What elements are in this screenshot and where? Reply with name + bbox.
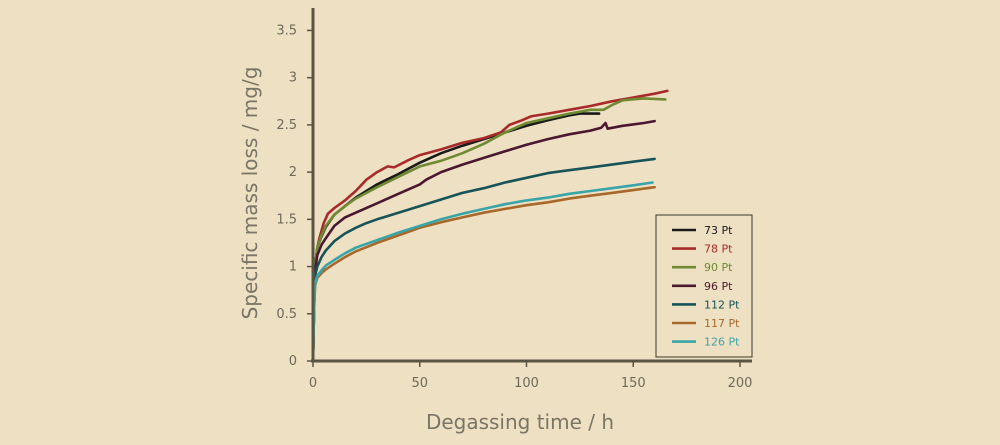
x-tick-label: 50 [411,376,428,391]
series-lines [311,89,669,363]
y-tick-label: 2 [289,165,297,180]
series-line-73-pt [311,112,601,363]
legend-label-117-pt: 117 Pt [704,317,740,330]
x-tick-label: 100 [514,376,539,391]
legend-label-78-pt: 78 Pt [704,243,733,256]
y-axis-title: Specific mass loss / mg/g [238,67,262,320]
series-line-117-pt [311,185,656,363]
legend-box [655,214,753,358]
y-tick-label: 0 [289,354,297,369]
series-line-90-pt [311,97,667,363]
series-line-126-pt [311,181,654,363]
x-tick-label: 200 [728,376,753,391]
y-tick-label: 3.5 [276,23,297,38]
series-line-78-pt [311,89,669,363]
x-tick-label: 150 [621,376,646,391]
y-tick-label: 1 [289,260,297,275]
legend-label-126-pt: 126 Pt [704,336,740,349]
x-axis-title: Degassing time / h [426,410,614,434]
series-line-96-pt [311,119,656,363]
legend: 73 Pt 78 Pt 90 Pt 96 Pt 112 Pt 117 Pt 126 Pt [655,214,753,358]
legend-label-73-pt: 73 Pt [704,224,733,237]
legend-label-96-pt: 96 Pt [704,280,733,293]
y-tick-label: 0.5 [276,307,297,322]
y-tick-label: 3 [289,71,297,86]
y-tick-label: 1.5 [276,212,297,227]
series-line-112-pt [311,157,656,363]
y-tick-label: 2.5 [276,118,297,133]
legend-label-90-pt: 90 Pt [704,261,733,274]
axis-ticks: 0 0.5 1 1.5 2 2.5 3 3.5 0 50 100 150 200 [276,23,752,391]
x-tick-label: 0 [309,376,317,391]
legend-label-112-pt: 112 Pt [704,298,740,311]
